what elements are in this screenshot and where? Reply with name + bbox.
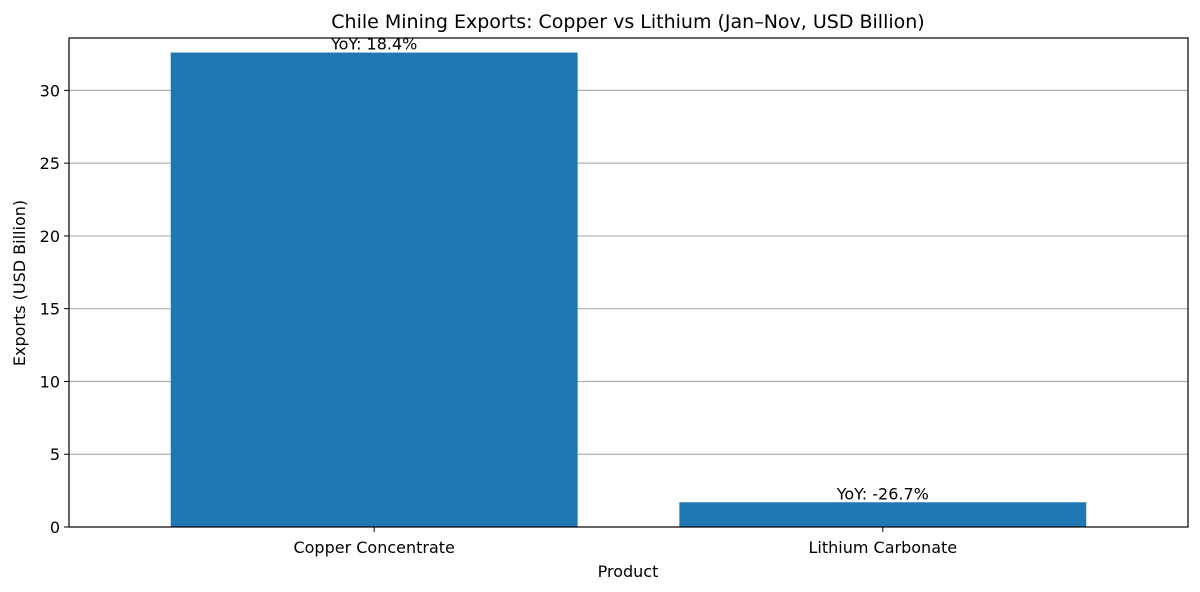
y-tick-label: 10 bbox=[40, 372, 60, 391]
y-tick-label: 15 bbox=[40, 300, 60, 319]
y-tick-label: 20 bbox=[40, 227, 60, 246]
plot-frame bbox=[68, 37, 1189, 528]
bar bbox=[170, 52, 578, 528]
x-axis: Copper Concentrate Lithium Carbonate bbox=[293, 527, 957, 557]
y-tick-label: 25 bbox=[40, 154, 60, 173]
y-tick-label: 30 bbox=[40, 81, 60, 100]
bar-annotation: YoY: -26.7% bbox=[836, 484, 929, 503]
x-tick-label: Lithium Carbonate bbox=[809, 538, 958, 557]
chart-title: Chile Mining Exports: Copper vs Lithium … bbox=[331, 11, 924, 33]
bars-group bbox=[170, 52, 1087, 528]
bar bbox=[679, 502, 1087, 527]
bar-annotations: YoY: 18.4% YoY: -26.7% bbox=[330, 35, 929, 504]
x-tick-label: Copper Concentrate bbox=[293, 538, 454, 557]
y-axis-label: Exports (USD Billion) bbox=[10, 200, 29, 366]
y-tick-label: 0 bbox=[50, 518, 60, 537]
x-axis-label: Product bbox=[598, 562, 659, 581]
y-axis: 0 5 10 15 20 25 30 bbox=[40, 81, 69, 537]
bar-annotation: YoY: 18.4% bbox=[330, 35, 417, 54]
y-tick-label: 5 bbox=[50, 445, 60, 464]
